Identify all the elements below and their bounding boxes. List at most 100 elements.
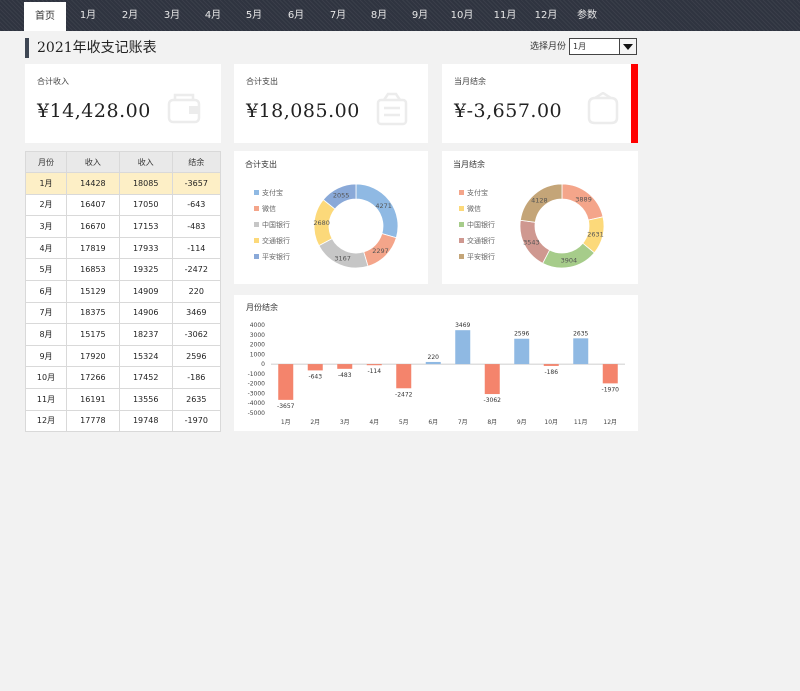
legend-item: 交通银行 xyxy=(459,237,495,246)
y-tick-label: 3000 xyxy=(250,332,265,339)
table-cell: 18085 xyxy=(118,172,173,195)
y-tick-label: 4000 xyxy=(250,322,265,329)
table-cell: 2月 xyxy=(25,193,67,217)
table-cell: 17819 xyxy=(66,236,120,260)
tab-11[interactable]: 11月 xyxy=(493,10,517,21)
balance-value: ¥-3,657.00 xyxy=(454,100,563,122)
y-tick-label: -4000 xyxy=(248,400,266,407)
table-row: 11月 16191 13556 2635 xyxy=(25,387,222,411)
legend-label: 微信 xyxy=(262,205,276,213)
tab-13[interactable]: 参数 xyxy=(577,10,597,21)
income-value: ¥14,428.00 xyxy=(37,100,151,122)
table-header-cell: 收入 xyxy=(118,151,173,173)
tab-8[interactable]: 8月 xyxy=(370,10,388,21)
tab-2[interactable]: 2月 xyxy=(121,10,139,21)
monthly-table: 月份 收入 收入 结余 1月 14428 18085 -3657 2月 16407 17050 -6… xyxy=(25,151,222,433)
table-cell: 15129 xyxy=(66,279,120,303)
table-cell: 17452 xyxy=(118,366,173,389)
table-cell: 5月 xyxy=(25,258,67,281)
legend-item: 微信 xyxy=(254,205,276,214)
balance-alert-marker xyxy=(631,64,638,143)
donut-data-label: 2297 xyxy=(372,247,389,255)
tab-3[interactable]: 3月 xyxy=(163,10,181,21)
balance-label: 当月结余 xyxy=(454,77,486,86)
y-tick-label: -5000 xyxy=(248,410,266,417)
x-tick-label: 5月 xyxy=(399,419,409,426)
table-header-cell: 收入 xyxy=(66,151,120,173)
table-cell: 6月 xyxy=(25,279,67,303)
month-select[interactable]: 1月 xyxy=(569,38,637,55)
bar-3 xyxy=(366,364,382,366)
tab-1[interactable]: 1月 xyxy=(79,10,97,21)
table-cell: 3月 xyxy=(25,215,67,238)
table-cell: 4月 xyxy=(25,236,67,260)
tab-bar: 首页 1月 2月 3月 4月 5月 6月 7月 8月 9月 10月 11月 12月 参数 xyxy=(0,0,800,31)
donut-data-label: 3904 xyxy=(561,256,578,264)
tab-12[interactable]: 12月 xyxy=(534,10,558,21)
table-cell: 17778 xyxy=(66,409,120,433)
tab-10[interactable]: 10月 xyxy=(450,10,474,21)
bar-data-label: -1970 xyxy=(602,386,620,393)
bar-data-label: 3469 xyxy=(455,322,470,329)
table-cell: -483 xyxy=(171,215,222,238)
table-row: 10月 17266 17452 -186 xyxy=(25,366,222,389)
table-cell: 2635 xyxy=(171,387,222,411)
y-tick-label: 0 xyxy=(261,361,265,368)
table-header-cell: 月份 xyxy=(25,151,67,173)
table-cell: 15324 xyxy=(118,344,173,368)
bar-data-label: -483 xyxy=(338,372,352,379)
legend-swatch xyxy=(254,254,259,259)
bar-9 xyxy=(543,364,559,366)
tab-4[interactable]: 4月 xyxy=(204,10,222,21)
bar-4 xyxy=(396,364,412,389)
legend-item: 微信 xyxy=(459,205,481,214)
monthly-balance-bar-chart: 4000 3000 2000 1000 0 -1000 -2000 -3000 -4000 -50… xyxy=(248,322,625,426)
bar-1 xyxy=(307,364,323,371)
table-cell: -2472 xyxy=(171,258,222,281)
purse-icon xyxy=(587,92,619,125)
table-cell: 17153 xyxy=(118,215,173,238)
income-card: 合计收入 ¥14,428.00 xyxy=(25,64,221,143)
legend-swatch xyxy=(254,206,259,211)
tab-6[interactable]: 6月 xyxy=(287,10,305,21)
x-tick-label: 6月 xyxy=(428,419,438,426)
legend-swatch xyxy=(459,190,464,195)
legend-item: 支付宝 xyxy=(459,189,488,198)
table-cell: 18375 xyxy=(66,301,120,325)
bar-data-label: -3657 xyxy=(277,403,295,410)
table-cell: 13556 xyxy=(118,387,173,411)
monthly-balance-panel: 月份结余 4000 3000 2000 1000 0 -1000 -2000 -3000 -40… xyxy=(234,295,638,431)
x-tick-label: 4月 xyxy=(369,419,379,426)
table-cell: 16407 xyxy=(66,193,120,217)
table-cell: 14909 xyxy=(118,279,173,303)
month-select-value: 1月 xyxy=(573,42,587,51)
table-row: 5月 16853 19325 -2472 xyxy=(25,258,222,281)
bar-8 xyxy=(514,338,530,365)
x-tick-label: 3月 xyxy=(340,419,350,426)
legend-label: 交通银行 xyxy=(467,237,495,245)
monthly-balance-title: 月份结余 xyxy=(246,303,278,312)
legend-item: 中国银行 xyxy=(459,221,495,230)
chevron-down-icon[interactable] xyxy=(619,39,636,54)
legend-swatch xyxy=(459,206,464,211)
x-tick-label: 12月 xyxy=(603,419,617,426)
bar-11 xyxy=(602,364,618,384)
expense-donut-title: 合计支出 xyxy=(245,160,277,169)
table-cell: -1970 xyxy=(171,409,222,433)
tab-7[interactable]: 7月 xyxy=(329,10,347,21)
table-row: 9月 17920 15324 2596 xyxy=(25,344,222,368)
tab-9[interactable]: 9月 xyxy=(411,10,429,21)
tab-0[interactable]: 首页 xyxy=(24,2,66,31)
table-cell: 19325 xyxy=(118,258,173,281)
bar-0 xyxy=(278,364,294,400)
table-header-row: 月份 收入 收入 结余 xyxy=(25,151,222,173)
bar-data-label: -3062 xyxy=(484,397,502,404)
income-label: 合计收入 xyxy=(37,77,69,86)
tab-5[interactable]: 5月 xyxy=(245,10,263,21)
bar-2 xyxy=(337,364,353,369)
table-row: 4月 17819 17933 -114 xyxy=(25,236,222,260)
donut-data-label: 3167 xyxy=(334,254,351,262)
legend-swatch xyxy=(254,222,259,227)
table-cell: -114 xyxy=(171,236,222,260)
expense-card: 合计支出 ¥18,085.00 xyxy=(234,64,428,143)
